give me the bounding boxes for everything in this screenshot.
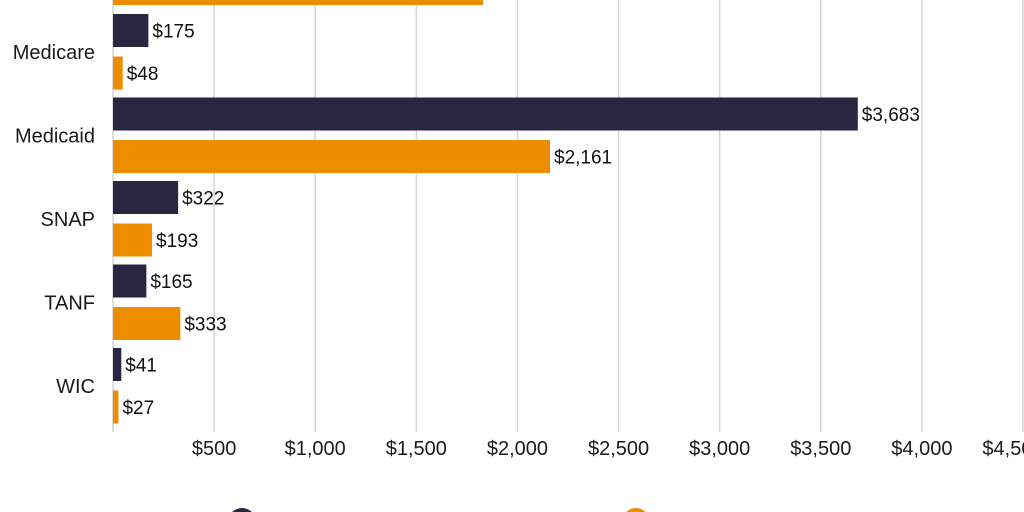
category-label-tanf: TANF [44,292,95,314]
gridlines [112,0,1024,432]
x-tick-label: $4,500 [982,438,1024,460]
category-labels: Medicare Medicaid SNAP TANF WIC [13,42,95,398]
data-label: $322 [182,189,224,210]
x-tick-label: $3,500 [790,438,851,460]
x-tick-label: $1,500 [386,438,447,460]
x-tick-label: $2,000 [487,438,548,460]
bar-medicaid-series-1 [113,97,858,131]
x-tick-label: $1,000 [285,438,346,460]
bar-medicare-series-1 [113,14,149,47]
x-tick-label: $4,000 [891,438,952,460]
data-label: $193 [156,231,198,252]
data-label: $2,161 [554,148,612,169]
data-label: $165 [150,272,192,293]
legend [232,508,646,512]
bar-snap-series-1 [113,181,179,214]
bars [113,0,858,424]
data-label: $175 [152,22,194,43]
data-label: $333 [184,315,226,336]
data-label: $3,683 [862,105,920,126]
data-labels: $175 $48 $3,683 $2,161 $322 $193 $165 $333 $41 $2… [122,22,919,420]
category-label-medicaid: Medicaid [15,125,95,147]
data-label: $48 [127,64,159,85]
bar-snap-series-2 [113,223,153,257]
legend-marker-series-1 [232,508,252,512]
x-tick-label: $500 [192,438,237,460]
category-label-medicare: Medicare [13,42,95,64]
bar-medicaid-series-2 [113,140,551,173]
x-axis-tick-labels: $500 $1,000 $1,500 $2,000 $2,500 $3,000 $3,500… [192,438,1024,460]
bar-wic-series-2 [113,390,119,424]
data-label: $27 [122,398,154,419]
data-label: $41 [125,356,157,377]
bar-partial-top [113,0,484,5]
bar-tanf-series-1 [113,264,147,298]
legend-marker-series-2 [626,508,646,512]
bar-wic-series-1 [113,348,122,381]
x-tick-label: $2,500 [588,438,649,460]
category-label-snap: SNAP [41,209,95,231]
x-tick-label: $3,000 [689,438,750,460]
category-label-wic: WIC [56,376,95,398]
bar-medicare-series-2 [113,56,123,90]
bar-tanf-series-2 [113,307,181,340]
